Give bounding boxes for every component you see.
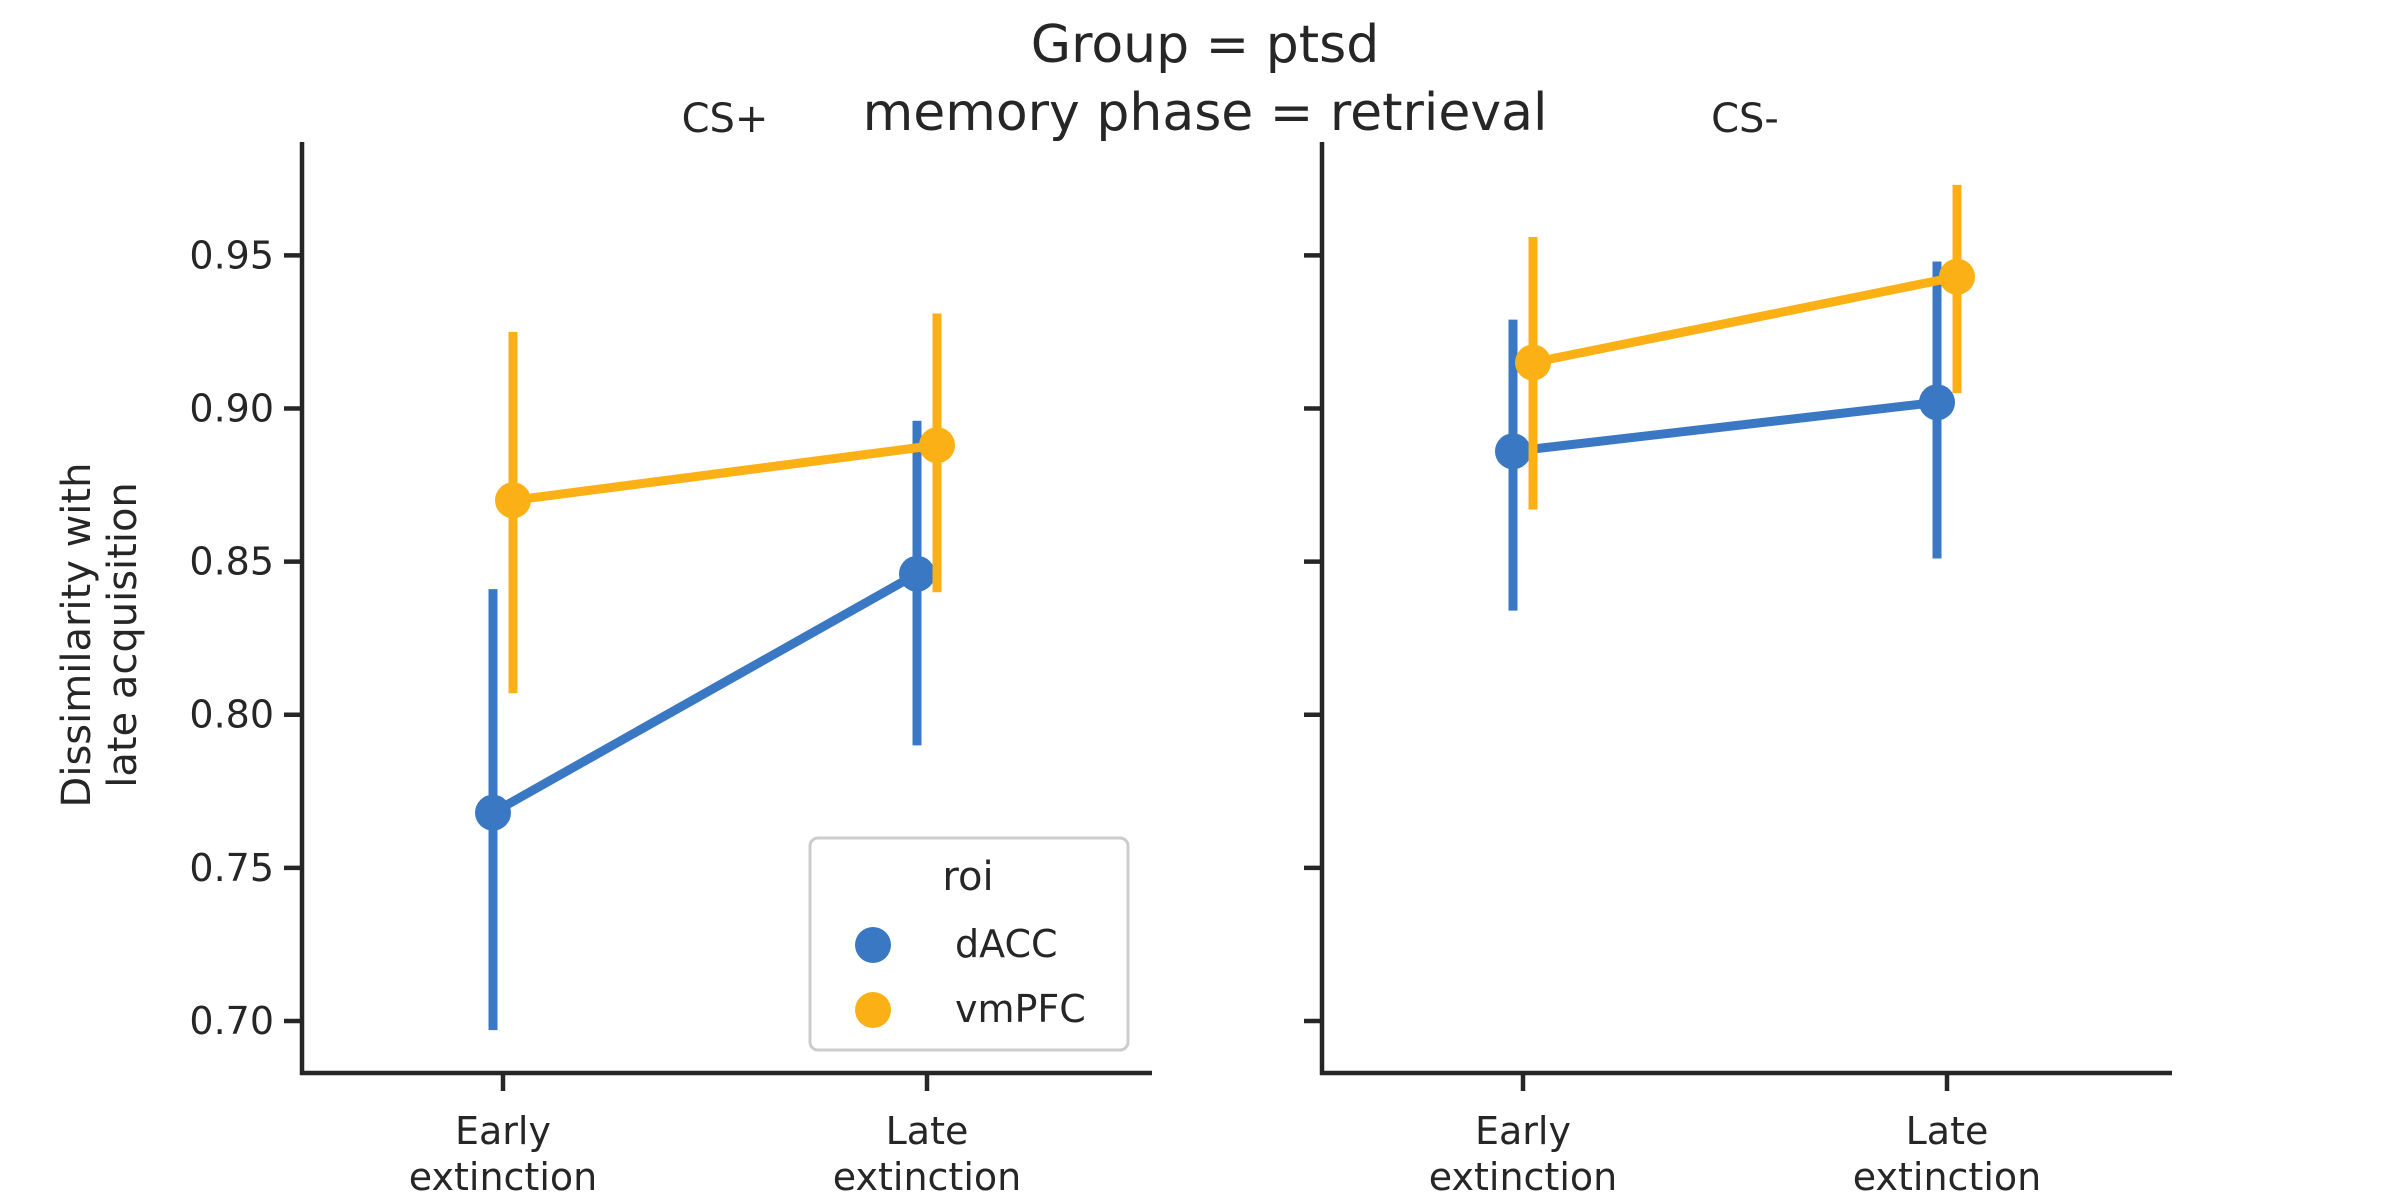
data-point xyxy=(1919,384,1955,420)
y-axis-label-line-1: Dissimilarity with xyxy=(54,463,100,808)
data-point xyxy=(1495,433,1531,469)
series-line xyxy=(513,445,937,500)
data-point xyxy=(475,795,511,831)
x-tick-label: Late xyxy=(886,1109,969,1153)
series-line xyxy=(1533,277,1957,363)
y-tick-label: 0.80 xyxy=(189,693,274,737)
series-dacc xyxy=(1495,261,1955,610)
y-tick-label: 0.95 xyxy=(189,233,274,277)
y-tick-label: 0.85 xyxy=(189,540,274,584)
legend-marker-dacc xyxy=(855,927,891,963)
x-tick-label: Early xyxy=(1475,1109,1571,1153)
data-point xyxy=(1515,345,1551,381)
y-tick-label: 0.70 xyxy=(189,999,274,1043)
chart-suptitle: Group = ptsd xyxy=(1031,15,1379,75)
series-vmpfc xyxy=(1515,185,1975,510)
series-line xyxy=(1513,402,1937,451)
y-tick-label: 0.75 xyxy=(189,846,274,890)
x-tick-label: extinction xyxy=(1429,1155,1617,1199)
data-point xyxy=(919,427,955,463)
series-vmpfc xyxy=(495,314,955,694)
panel-title-cs-minus: CS- xyxy=(1711,96,1779,142)
data-point xyxy=(899,556,935,592)
legend-label-dacc: dACC xyxy=(955,922,1058,966)
y-axis-label-line-2: late acquisition xyxy=(100,482,146,788)
series-line xyxy=(493,574,917,813)
chart-subtitle: memory phase = retrieval xyxy=(863,83,1548,143)
legend: roi dACC vmPFC xyxy=(810,838,1128,1050)
x-tick-label: extinction xyxy=(409,1155,597,1199)
panel-title-cs-plus: CS+ xyxy=(682,96,769,142)
legend-title: roi xyxy=(942,854,993,900)
y-tick-label: 0.90 xyxy=(189,386,274,430)
x-tick-label: Early xyxy=(455,1109,551,1153)
legend-label-vmpfc: vmPFC xyxy=(955,987,1086,1031)
x-tick-label: extinction xyxy=(833,1155,1021,1199)
x-tick-label: extinction xyxy=(1853,1155,2041,1199)
data-point xyxy=(1939,259,1975,295)
legend-marker-vmpfc xyxy=(855,992,891,1028)
data-point xyxy=(495,482,531,518)
x-tick-label: Late xyxy=(1906,1109,1989,1153)
